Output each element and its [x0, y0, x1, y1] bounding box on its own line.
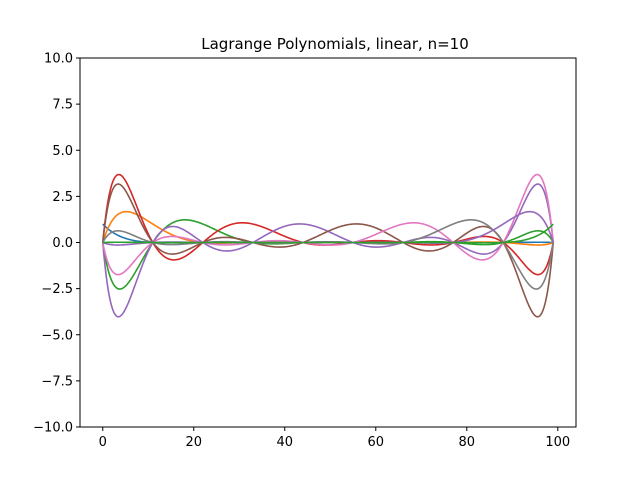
- y-tick-label: 10.0: [44, 52, 73, 67]
- y-tick-label: 5.0: [52, 144, 73, 159]
- chart-title: Lagrange Polynomials, linear, n=10: [201, 35, 469, 53]
- series-line-8: [102, 210, 555, 246]
- x-tick-label: 20: [185, 435, 202, 450]
- series-line-9: [102, 223, 554, 244]
- series-line-1: [101, 210, 554, 246]
- x-tick-label: 0: [99, 435, 107, 450]
- y-tick-label: −10.0: [33, 421, 73, 436]
- y-tick-label: 0.0: [52, 236, 73, 251]
- y-tick-label: −5.0: [41, 328, 73, 343]
- series-line-4: [101, 183, 555, 318]
- x-tick-label: 40: [276, 435, 293, 450]
- series-line-6: [101, 173, 555, 276]
- y-tick-label: −2.5: [41, 282, 73, 297]
- x-tick-label: 60: [368, 435, 385, 450]
- series-line-5: [101, 183, 555, 318]
- x-tick-label: 80: [459, 435, 476, 450]
- x-axis: 0 20 40 60 80 100: [99, 427, 570, 450]
- x-tick-label: 100: [545, 435, 570, 450]
- y-tick-label: −7.5: [41, 374, 73, 389]
- y-tick-label: 7.5: [52, 98, 73, 113]
- y-tick-label: 2.5: [52, 190, 73, 205]
- series-layer: [101, 173, 555, 318]
- y-axis: −10.0 −7.5 −5.0 −2.5 0.0 2.5 5.0 7.5 10.0: [33, 52, 80, 436]
